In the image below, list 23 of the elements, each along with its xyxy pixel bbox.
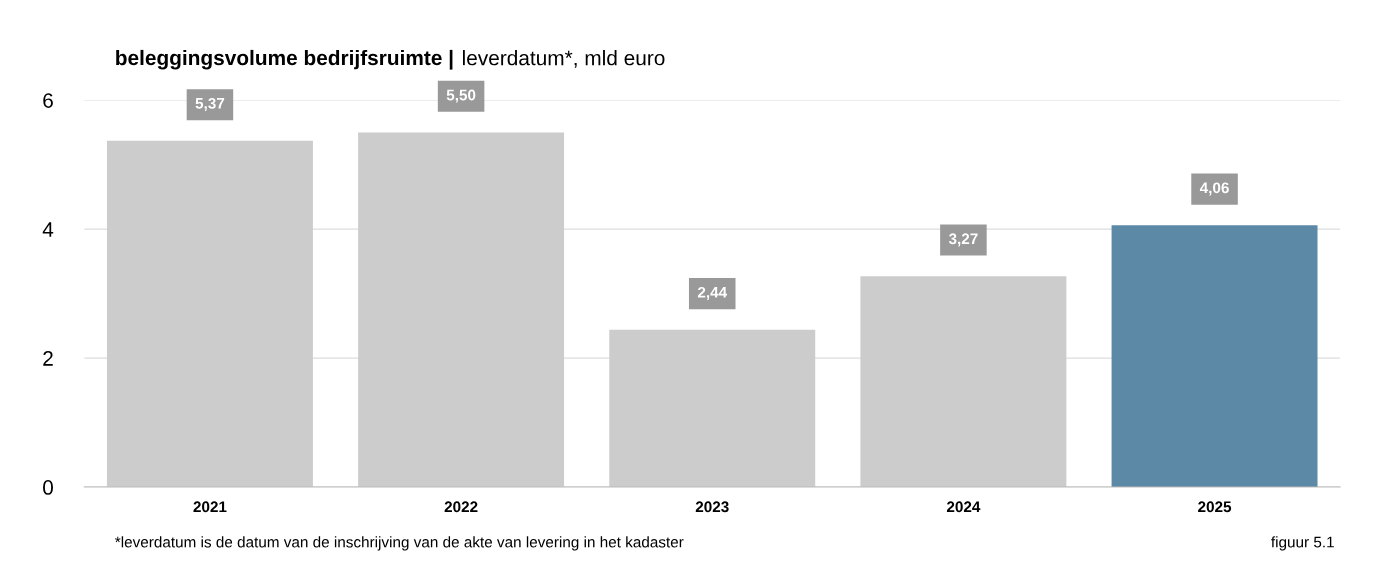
text: figuur 5.1 <box>1271 536 1334 551</box>
data-label: 2,44 <box>697 286 728 300</box>
y-tick-label: 0 <box>43 480 53 495</box>
x-tick-label: 2021 <box>193 501 227 513</box>
text: *leverdatum is de datum van de inschrijving van de akte van levering in het kadaster <box>115 536 684 551</box>
x-tick-label: 2025 <box>1198 501 1232 513</box>
x-tick-label: 2023 <box>695 501 729 513</box>
x-tick-label: 2024 <box>946 501 981 513</box>
data-label: 3,27 <box>948 233 978 247</box>
x-tick-label: 2022 <box>444 501 478 513</box>
bar <box>609 329 816 488</box>
y-tick-label: 6 <box>43 93 53 108</box>
chart-title: beleggingsvolume bedrijfsruimte | <box>116 49 453 70</box>
bar <box>358 132 565 488</box>
bar <box>1111 225 1318 488</box>
y-tick-label: 2 <box>43 351 53 366</box>
data-label: 5,50 <box>446 89 476 103</box>
bar <box>860 276 1067 488</box>
data-label: 5,37 <box>195 97 225 111</box>
chart-subtitle: leverdatum*, mld euro <box>462 50 665 68</box>
y-tick-label: 4 <box>42 222 54 237</box>
data-label: 4,06 <box>1199 182 1229 196</box>
bar <box>106 140 313 488</box>
